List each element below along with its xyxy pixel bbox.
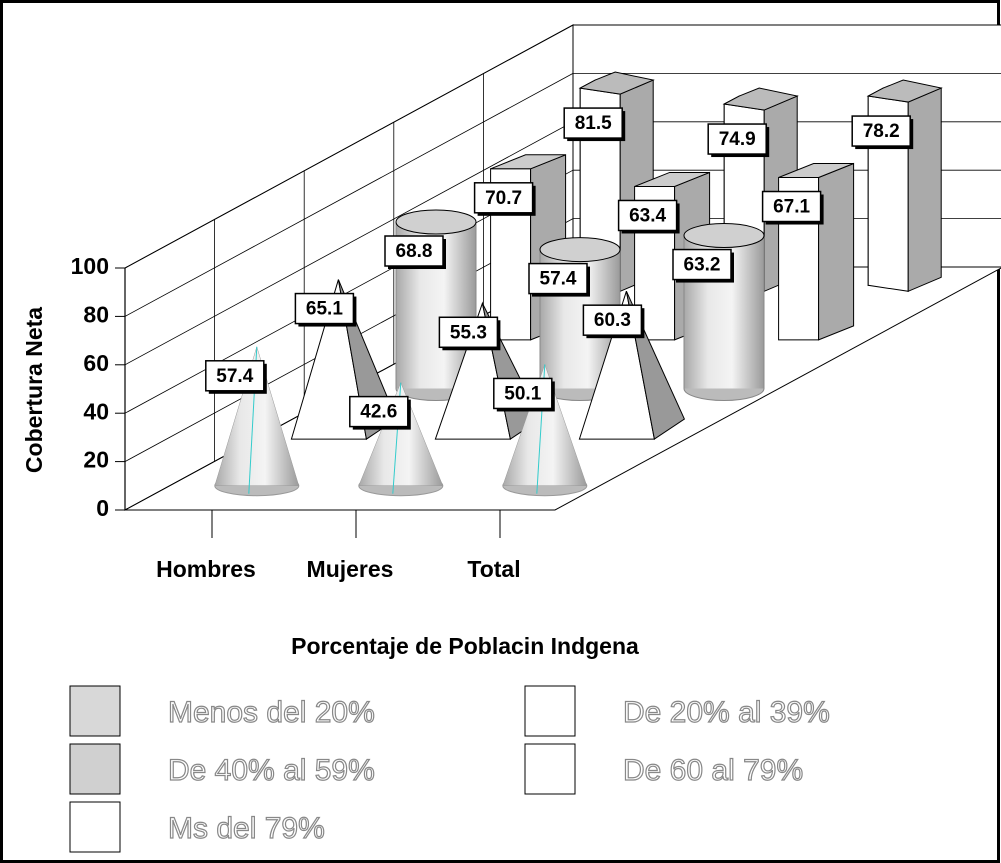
legend-swatch [524,685,576,737]
box-top [778,163,854,179]
value-label: 50.1 [504,383,541,404]
cone-body [502,363,588,486]
value-label: 68.8 [396,241,433,262]
value-label-box [707,123,767,155]
value-label-box [349,395,409,428]
prism-side [907,87,942,293]
value-label-box [294,292,355,325]
y-tick-label: 80 [83,301,109,327]
cone-body [358,381,444,486]
bar-3d [502,363,588,497]
legend-label: Ms del 79% [168,812,325,845]
value-label-box [617,199,678,232]
value-label-box [528,262,588,295]
box-top [490,154,566,170]
bar-3d [214,345,300,497]
grid-line [124,73,574,317]
legend-title: Porcentaje de Poblacin Indgena [291,633,639,659]
value-label-box [563,107,623,139]
y-axis-label: Cobertura Neta [21,307,47,473]
bar-3d [778,162,855,341]
box-top [634,171,710,187]
value-label: 70.7 [485,188,522,209]
y-tick-label: 100 [71,253,109,279]
value-label: 81.5 [575,113,612,134]
value-label: 42.6 [360,402,397,423]
value-label: 63.2 [684,255,721,276]
value-label: 65.1 [306,299,343,320]
value-label: 74.9 [719,129,756,150]
grid-line [124,121,574,366]
value-label-box [438,316,499,349]
value-label: 55.3 [450,322,487,343]
y-tick-label: 40 [83,398,109,424]
y-tick-label: 0 [96,495,109,521]
value-label: 60.3 [594,310,631,331]
value-label: 67.1 [773,197,810,218]
cylinder-top [683,223,765,249]
value-label-box [761,190,822,223]
cone-body [214,345,300,486]
bar-3d [358,381,444,497]
value-label-box [205,360,265,392]
grid-line [124,24,574,269]
value-label-box [473,182,534,214]
value-label-box [672,248,732,281]
value-label: 78.2 [863,121,900,142]
y-tick-label: 20 [83,447,109,473]
y-tick-label: 60 [83,350,109,376]
prism-top [866,79,943,103]
x-tick-label: Hombres [156,556,256,582]
legend-swatch [69,685,121,737]
legend-label: De 40% al 59% [168,754,375,787]
legend-swatch [69,801,121,853]
x-tick-label: Total [467,556,520,582]
value-label-box [493,377,553,410]
cylinder-top [539,237,621,263]
prism-top [722,87,799,111]
legend-label: De 60 al 79% [623,754,803,787]
value-label: 57.4 [540,269,577,290]
box-side [818,162,855,341]
legend-label: Menos del 20% [168,696,375,729]
x-tick-label: Mujeres [307,556,394,582]
value-label-box [582,304,643,336]
legend-label: De 20% al 39% [623,696,830,729]
legend-swatch [524,743,576,795]
cylinder-top [395,209,477,235]
prism-top [578,71,655,95]
value-label: 63.4 [629,205,666,226]
value-label-box [851,115,911,147]
value-label: 57.4 [216,366,253,387]
bar-3d [866,79,943,293]
value-label-box [384,235,444,267]
legend-swatch [69,743,121,795]
